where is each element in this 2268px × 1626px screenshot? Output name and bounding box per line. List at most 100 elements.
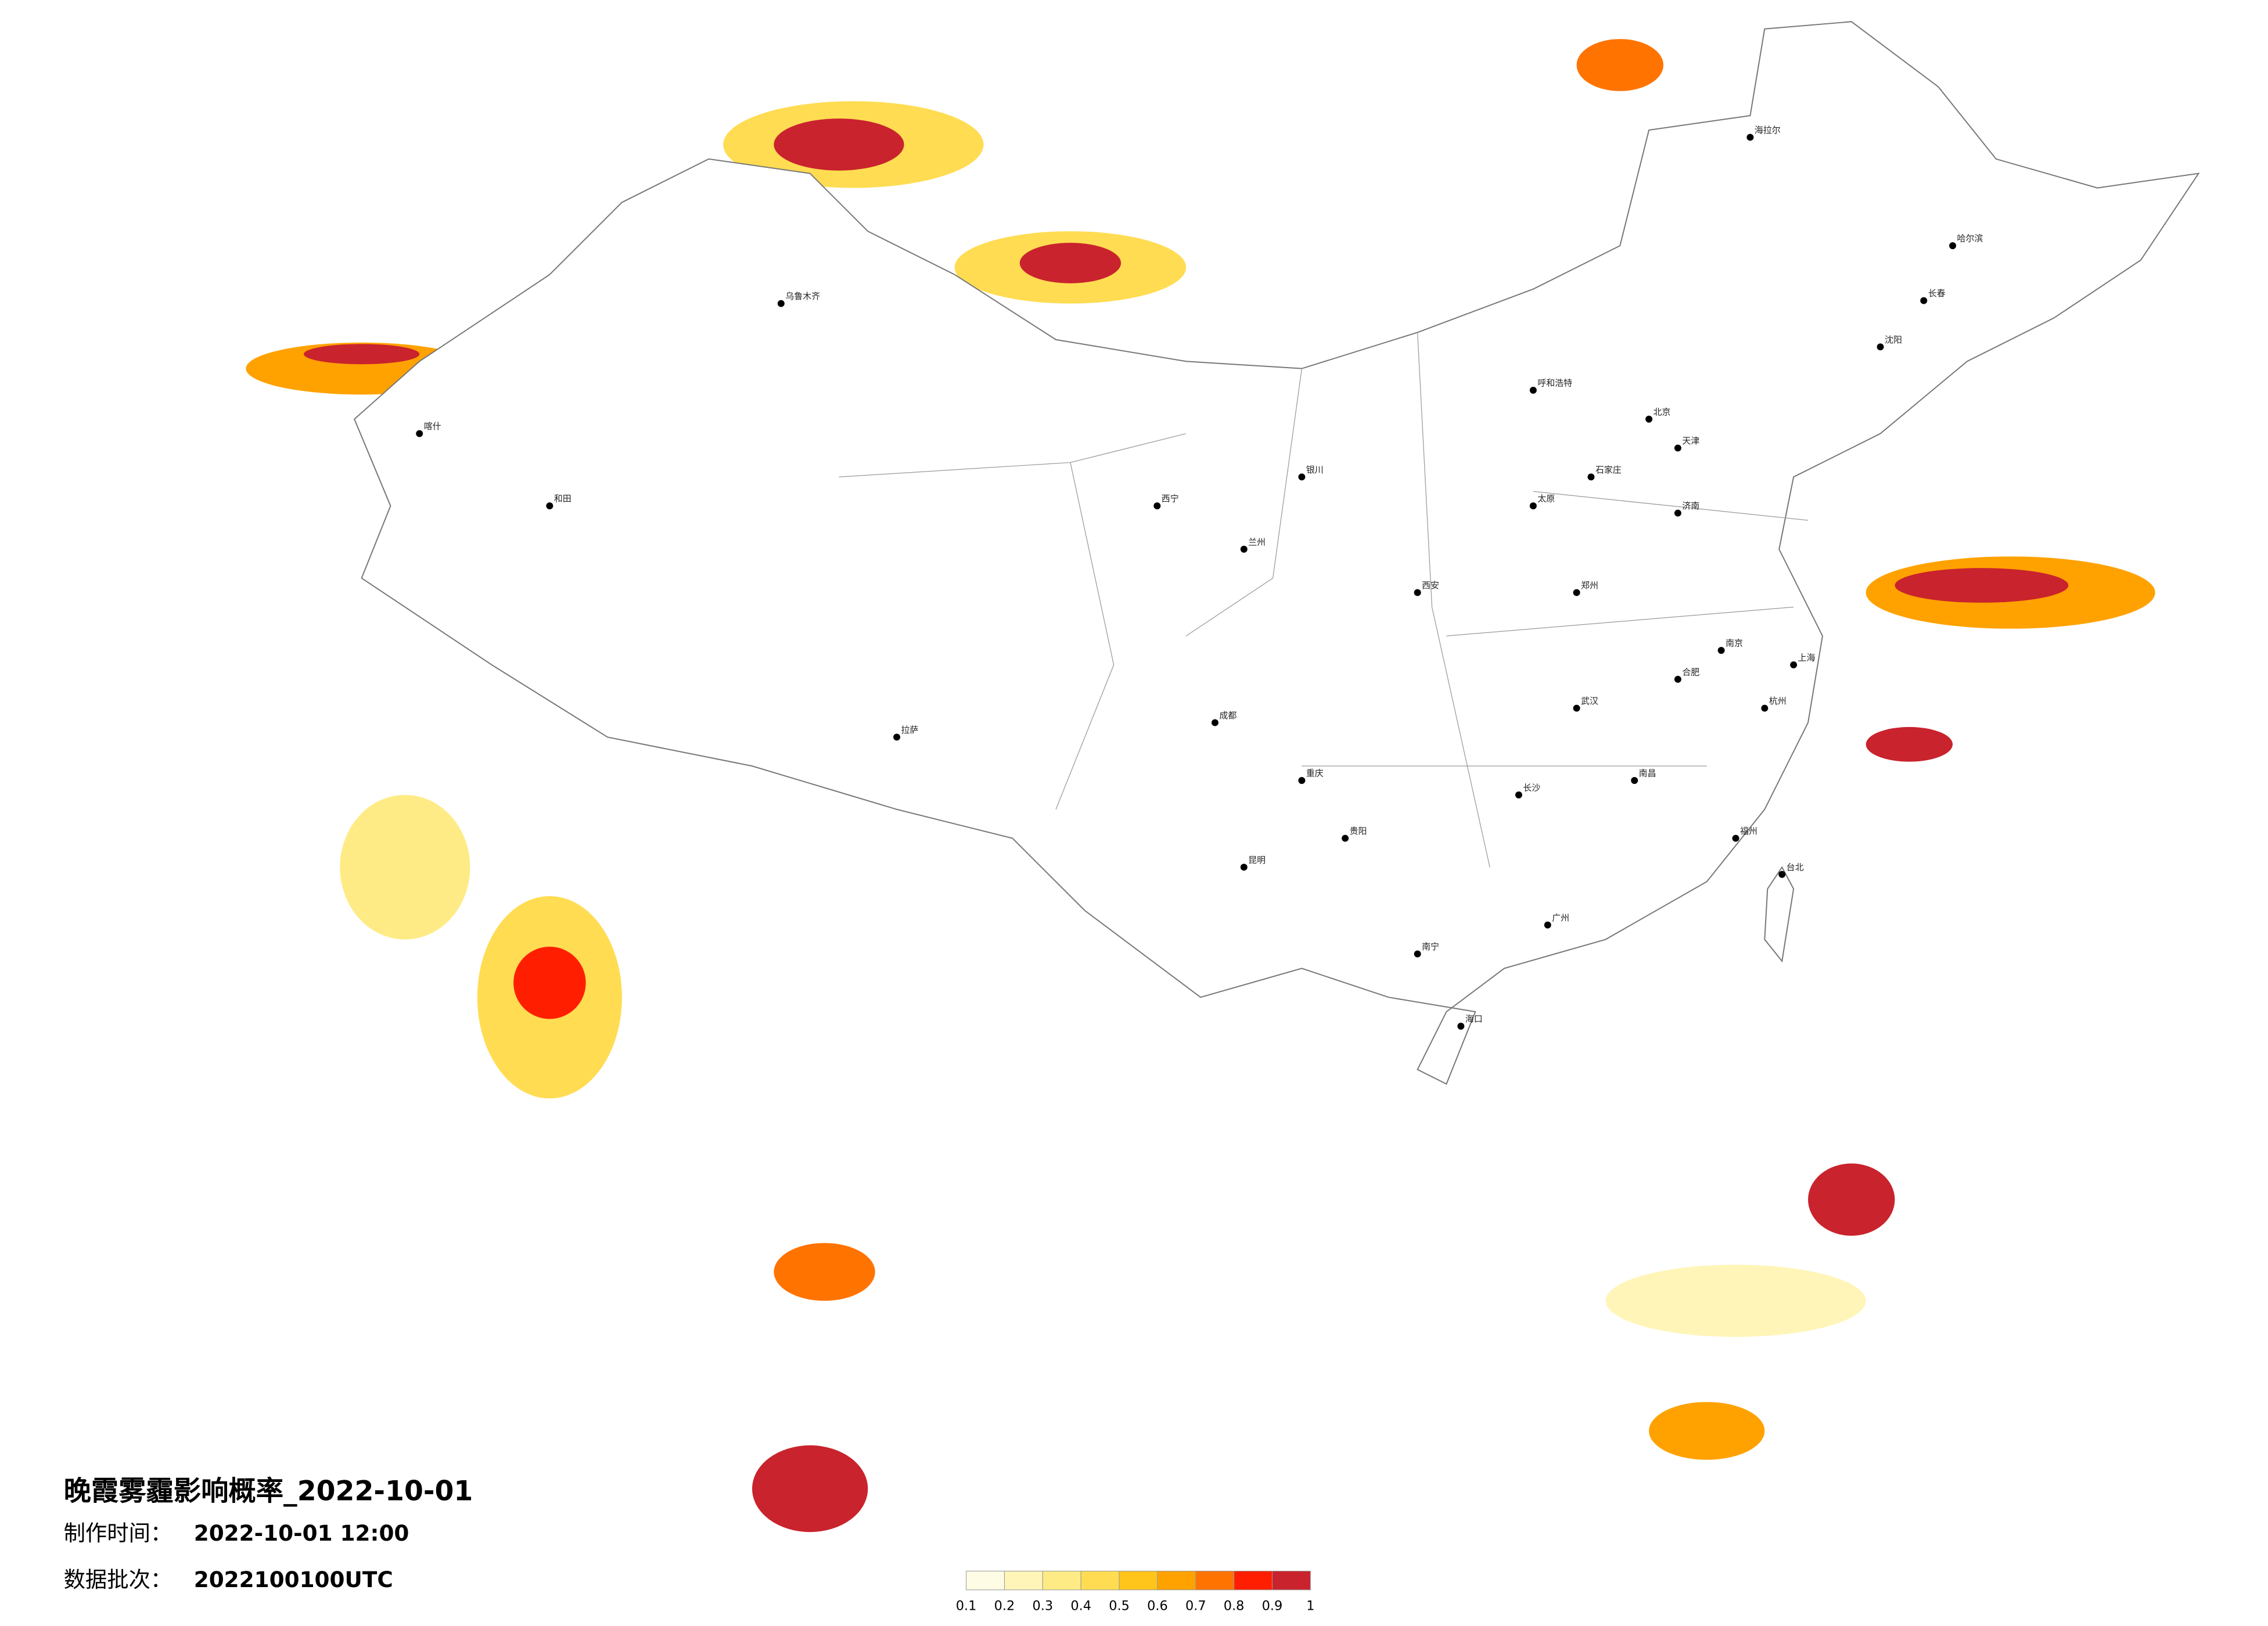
- city-dot: [893, 733, 901, 741]
- city-label: 福州: [1740, 826, 1757, 836]
- legend-tick-label: 0.7: [1185, 1599, 1206, 1614]
- city-dot: [1529, 387, 1537, 394]
- city-label: 太原: [1537, 494, 1555, 504]
- info-label: 制作时间：: [64, 1520, 172, 1546]
- city-dot: [1240, 864, 1248, 871]
- legend-swatch: [1080, 1570, 1120, 1591]
- city-dot: [1920, 297, 1928, 304]
- city-label: 乌鲁木齐: [785, 291, 820, 301]
- city-dot: [1573, 589, 1580, 596]
- city-dot: [1573, 704, 1580, 712]
- city-dot: [1790, 661, 1798, 668]
- city-dot: [1240, 545, 1248, 553]
- city-dot: [416, 430, 423, 437]
- city-dot: [1457, 1023, 1465, 1030]
- city-label: 济南: [1682, 501, 1699, 511]
- city-label: 海拉尔: [1755, 125, 1781, 135]
- city-dot: [1778, 870, 1786, 878]
- city-dot: [1746, 134, 1754, 141]
- city-label: 昆明: [1248, 855, 1266, 865]
- legend-swatch: [1119, 1570, 1158, 1591]
- haze-area: [752, 1445, 868, 1533]
- legend-swatch: [1195, 1570, 1235, 1591]
- city-dot: [1674, 444, 1681, 452]
- legend-swatch: [1004, 1570, 1043, 1591]
- city-label: 沈阳: [1885, 334, 1902, 345]
- city-label: 贵阳: [1350, 826, 1367, 836]
- city-label: 哈尔滨: [1957, 233, 1983, 244]
- legend: 0.1 0.2 0.3 0.4 0.5 0.6 0.7 0.8 0.9 1: [956, 1570, 1314, 1614]
- city-dot: [1529, 502, 1537, 510]
- legend-swatch: [1234, 1570, 1273, 1591]
- city-label: 台北: [1787, 862, 1804, 872]
- city-label: 武汉: [1581, 696, 1598, 706]
- city-label: 石家庄: [1595, 465, 1622, 475]
- city-label: 海口: [1465, 1014, 1483, 1024]
- haze-area: [1019, 243, 1122, 283]
- city-label: 南宁: [1422, 941, 1439, 952]
- city-dot: [777, 300, 785, 307]
- city-label: 呼和浩特: [1537, 378, 1572, 388]
- legend-tick-label: 0.5: [1109, 1599, 1130, 1614]
- city-dot: [546, 502, 553, 510]
- city-dot: [1761, 704, 1769, 712]
- city-label: 广州: [1552, 912, 1569, 923]
- taiwan-border: [1764, 866, 1795, 963]
- city-label: 天津: [1682, 436, 1699, 446]
- haze-area: [1576, 39, 1663, 91]
- city-label: 合肥: [1682, 667, 1699, 677]
- city-label: 银川: [1306, 465, 1324, 475]
- city-dot: [1645, 415, 1653, 423]
- haze-area: [303, 344, 420, 365]
- legend-tick-label: 0.2: [994, 1599, 1015, 1614]
- city-label: 长春: [1928, 288, 1946, 298]
- city-label: 喀什: [424, 421, 441, 431]
- legend-tick-label: 0.8: [1224, 1599, 1245, 1614]
- city-label: 上海: [1798, 652, 1816, 663]
- haze-area: [774, 118, 904, 171]
- city-dot: [1732, 834, 1739, 842]
- city-dot: [1153, 502, 1161, 510]
- info-label: 数据批次：: [64, 1567, 172, 1592]
- city-label: 南京: [1726, 638, 1743, 649]
- city-label: 成都: [1219, 710, 1237, 721]
- city-label: 西安: [1422, 580, 1439, 591]
- legend-tick-label: 0.4: [1070, 1599, 1091, 1614]
- haze-area: [1605, 1264, 1866, 1337]
- city-dot: [1414, 589, 1421, 596]
- city-label: 北京: [1654, 406, 1671, 417]
- city-label: 兰州: [1248, 537, 1266, 547]
- city-label: 杭州: [1769, 696, 1787, 706]
- haze-area: [340, 794, 470, 940]
- legend-swatch: [1042, 1570, 1081, 1591]
- haze-area: [1895, 568, 2069, 603]
- legend-swatch: [1157, 1570, 1196, 1591]
- city-label: 郑州: [1581, 580, 1598, 591]
- city-dot: [1414, 950, 1421, 958]
- legend-swatch: [1271, 1570, 1311, 1591]
- legend-swatch: [966, 1570, 1005, 1591]
- city-label: 西宁: [1162, 494, 1179, 504]
- city-dot: [1674, 509, 1681, 517]
- city-label: 南昌: [1639, 768, 1656, 779]
- legend-tick-label: 0.1: [956, 1599, 977, 1614]
- city-dot: [1587, 473, 1595, 481]
- haze-area: [774, 1243, 875, 1301]
- city-dot: [1949, 242, 1957, 250]
- legend-tick-label: 0.9: [1262, 1599, 1283, 1614]
- city-dot: [1298, 473, 1306, 481]
- legend-tick-label: 0.6: [1147, 1599, 1168, 1614]
- city-dot: [1298, 777, 1306, 784]
- legend-tick-label: 0.3: [1033, 1599, 1054, 1614]
- city-label: 重庆: [1306, 768, 1324, 779]
- map-title: 晚霞雾霾影响概率_2022-10-01: [64, 1475, 473, 1507]
- city-dot: [1877, 343, 1884, 351]
- city-label: 长沙: [1523, 782, 1540, 793]
- haze-area: [1649, 1402, 1765, 1460]
- city-dot: [1211, 719, 1219, 726]
- haze-area: [1808, 1163, 1895, 1236]
- info-value: 2022100100UTC: [194, 1567, 393, 1592]
